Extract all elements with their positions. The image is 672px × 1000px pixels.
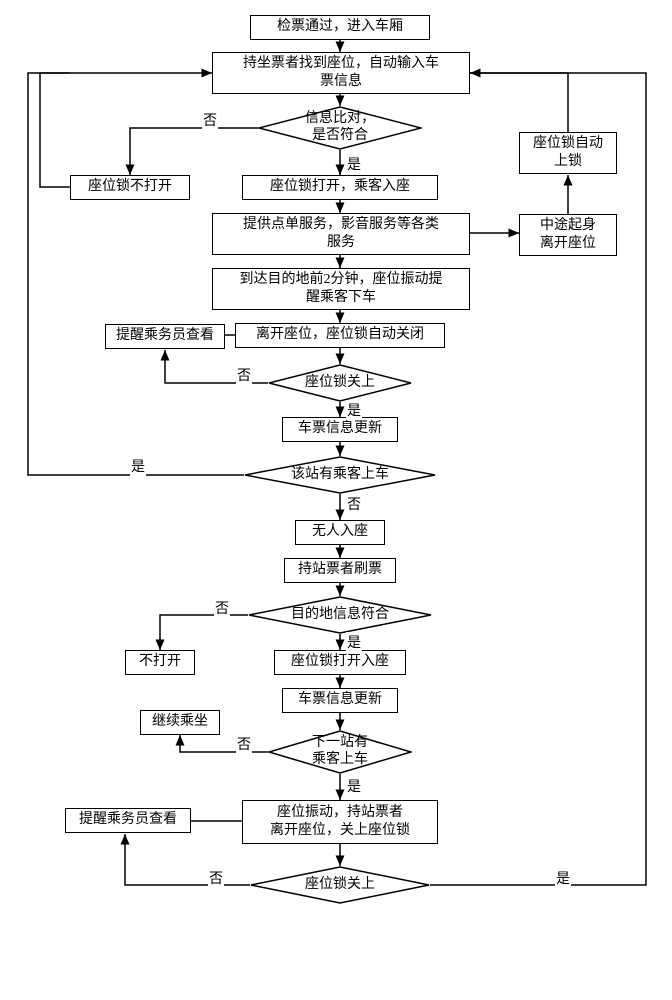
label-yes: 是 [555, 868, 571, 888]
label-no: 否 [208, 868, 224, 888]
node-crew-check-1: 提醒乘务员查看 [105, 324, 225, 349]
label-yes: 是 [346, 400, 362, 420]
node-lock-not-open: 座位锁不打开 [70, 175, 190, 200]
node-standing-swipe: 持站票者刷票 [284, 558, 396, 583]
node-leave-autolock: 离开座位，座位锁自动关闭 [235, 323, 445, 348]
node-lock-open-sit: 座位锁打开，乘客入座 [242, 175, 438, 200]
node-leave-midway: 中途起身离开座位 [519, 214, 617, 256]
node-auto-lock: 座位锁自动上锁 [519, 132, 617, 174]
label-no: 否 [214, 598, 230, 618]
node-crew-check-2: 提醒乘务员查看 [65, 808, 191, 833]
node-check-ticket: 检票通过，进入车厢 [250, 15, 430, 40]
decision-next-station: 下一站有乘客上车 [268, 730, 412, 774]
node-lock-open-sit-2: 座位锁打开入座 [274, 650, 406, 675]
node-nobody-sit: 无人入座 [295, 520, 385, 545]
label-no: 否 [236, 734, 252, 754]
node-ticket-update-2: 车票信息更新 [282, 688, 398, 713]
node-vibrate-leave: 座位振动，持站票者离开座位，关上座位锁 [242, 800, 438, 844]
label-no: 否 [202, 110, 218, 130]
decision-lock-closed-2: 座位锁关上 [250, 866, 430, 904]
node-services: 提供点单服务，影音服务等各类服务 [212, 213, 470, 255]
decision-passenger-board: 该站有乘客上车 [244, 456, 436, 494]
decision-dest-match: 目的地信息符合 [248, 596, 432, 634]
label-yes: 是 [346, 776, 362, 796]
node-not-open: 不打开 [125, 650, 195, 675]
node-find-seat: 持坐票者找到座位，自动输入车票信息 [212, 52, 470, 94]
label-no: 否 [236, 365, 252, 385]
label-yes: 是 [346, 632, 362, 652]
node-vibrate-remind: 到达目的地前2分钟，座位振动提醒乘客下车 [212, 268, 470, 310]
decision-info-match: 信息比对，是否符合 [258, 106, 422, 150]
decision-lock-closed-1: 座位锁关上 [268, 364, 412, 402]
node-ticket-update-1: 车票信息更新 [282, 417, 398, 442]
label-yes: 是 [346, 154, 362, 174]
flowchart-canvas: 检票通过，进入车厢 持坐票者找到座位，自动输入车票信息 信息比对，是否符合 座位… [10, 10, 662, 990]
node-continue-ride: 继续乘坐 [140, 710, 220, 735]
label-yes: 是 [130, 456, 146, 476]
label-no: 否 [346, 494, 362, 514]
